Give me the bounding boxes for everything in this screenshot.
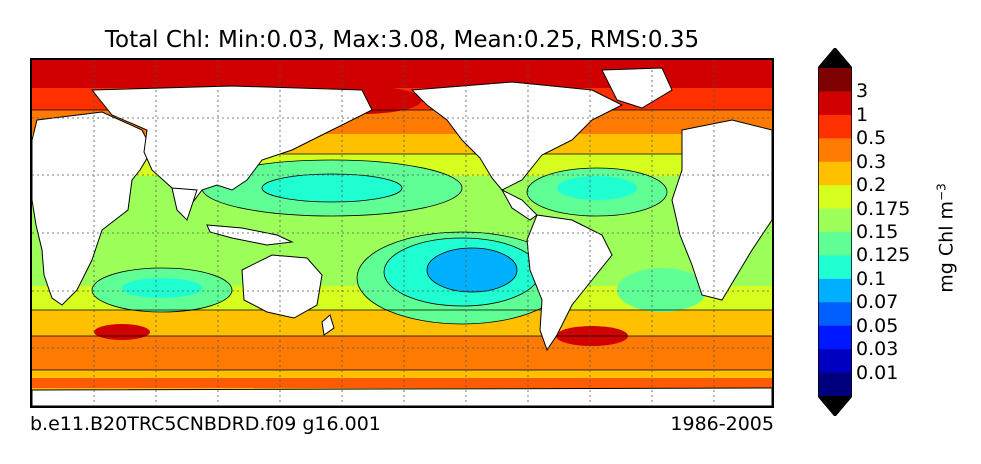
colorbar-segment [818, 372, 852, 397]
colorbar-segments [818, 68, 852, 397]
colorbar-under-triangle [818, 396, 852, 416]
greenland-land [601, 67, 673, 109]
chlorophyll-map [30, 58, 774, 408]
colorbar-segment [818, 185, 852, 210]
southern-indian-bloom [94, 324, 150, 340]
colorbar-tick-label: 0.15 [856, 221, 899, 243]
colorbar [818, 48, 852, 416]
colorbar-segment [818, 255, 852, 280]
colorbar-tick-label: 0.03 [856, 338, 899, 361]
antarctica-land [32, 387, 772, 406]
southern-ocean-band [32, 336, 772, 370]
north-atlantic-gyre-core [557, 176, 637, 200]
period-label: 1986-2005 [670, 413, 774, 435]
indian-ocean-gyre-core [122, 278, 202, 298]
central-america-land [500, 188, 538, 221]
colorbar-segment [818, 208, 852, 233]
colorbar-segment [818, 349, 852, 374]
colorbar-tick-label: 0.125 [856, 244, 911, 267]
colorbar-units-label: mg Chl m−3 [934, 183, 958, 293]
case-name-label: b.e11.B20TRC5CNBDRD.f09 g16.001 [30, 413, 381, 435]
colorbar-segment [818, 161, 852, 186]
colorbar-segment [818, 325, 852, 350]
colorbar-tick-label: 0.01 [856, 361, 899, 384]
australia-land [241, 254, 323, 319]
south-pacific-gyre-core [427, 248, 517, 292]
colorbar-tick-label: 3 [856, 80, 869, 103]
north-america-land [410, 81, 624, 191]
colorbar-tick-label: 0.175 [856, 197, 911, 220]
colorbar-tick-label: 1 [856, 103, 869, 126]
eurasia-land [90, 85, 373, 211]
india-land [171, 187, 198, 221]
colorbar-tick-label: 0.05 [856, 314, 899, 337]
land [32, 67, 772, 406]
antarctic-coast-band [32, 378, 772, 388]
colorbar-over-triangle [818, 48, 852, 68]
colorbar-segment [818, 278, 852, 303]
colorbar-tick-label: 0.07 [856, 291, 899, 314]
map-title: Total Chl: Min:0.03, Max:3.08, Mean:0.25… [104, 27, 700, 53]
europe-africa-east-land [671, 119, 772, 301]
colorbar-segment [818, 91, 852, 116]
colorbar-segment [818, 232, 852, 256]
colorbar-tick-label: 0.3 [856, 150, 887, 173]
south-america-land [526, 214, 613, 352]
south-atlantic-gyre [617, 268, 707, 312]
colorbar-segment [818, 138, 852, 163]
graticule [32, 60, 772, 406]
colorbar-segment [818, 114, 852, 139]
colorbar-tick-label: 0.5 [856, 127, 887, 150]
new-zealand-land [321, 314, 335, 336]
colorbar-tick-label: 0.2 [856, 174, 887, 197]
map-canvas [32, 60, 772, 406]
colorbar-tick-label: 0.1 [856, 267, 887, 290]
colorbar-segment [818, 302, 852, 327]
colorbar-segment [818, 68, 852, 92]
north-pacific-gyre-core [262, 174, 402, 202]
